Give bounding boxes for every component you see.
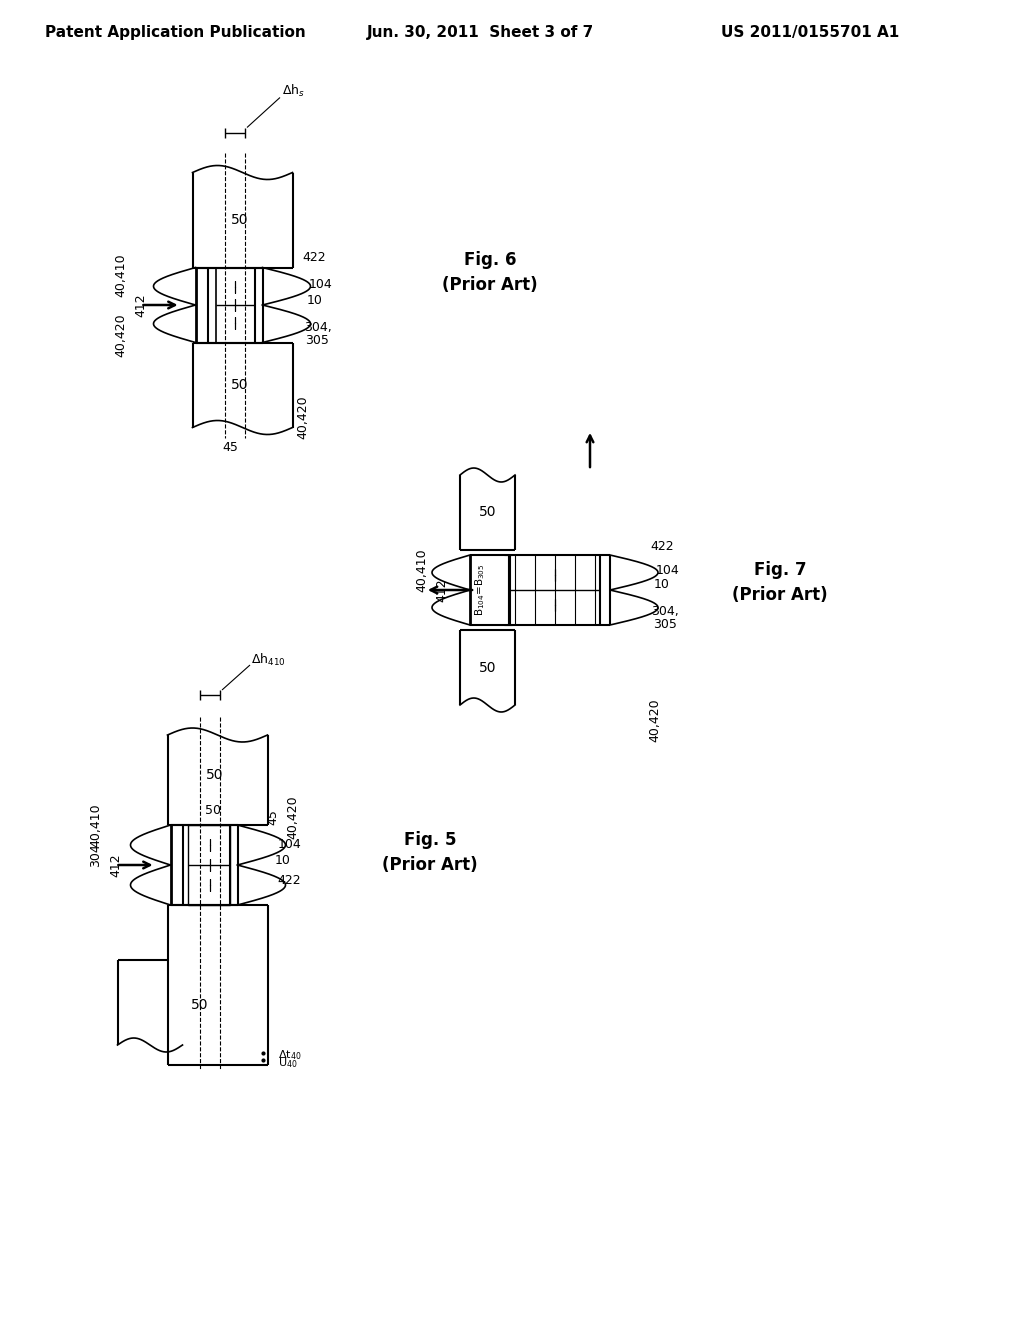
Text: Fig. 5: Fig. 5 [403,832,457,849]
Text: 50: 50 [191,998,209,1012]
Bar [187,825,229,906]
Text: 40,410: 40,410 [89,803,102,847]
Text: 50: 50 [479,506,497,520]
Text: (Prior Art): (Prior Art) [732,586,827,605]
Text: 10: 10 [274,854,291,866]
Text: 45: 45 [266,809,279,825]
Text: 50: 50 [231,213,249,227]
Text: 422: 422 [278,874,301,887]
Text: $\Delta$h$_s$: $\Delta$h$_s$ [282,82,304,99]
Text: 104: 104 [656,564,680,577]
Text: 40,410: 40,410 [416,548,428,591]
Text: 412: 412 [435,578,449,602]
Text: 45: 45 [222,441,238,454]
Text: 10: 10 [654,578,670,591]
Text: US 2011/0155701 A1: US 2011/0155701 A1 [721,25,899,40]
Text: Fig. 6: Fig. 6 [464,251,516,269]
Text: 10: 10 [306,293,323,306]
Text: 40,420: 40,420 [114,313,127,356]
Text: 304,: 304, [304,321,332,334]
Text: 104: 104 [278,838,301,851]
Text: 305: 305 [653,619,677,631]
Text: 305: 305 [305,334,330,346]
Text: 422: 422 [303,251,327,264]
Text: 40,420: 40,420 [296,396,309,440]
Text: 50: 50 [231,378,249,392]
Text: Fig. 7: Fig. 7 [754,561,806,579]
Text: Jun. 30, 2011  Sheet 3 of 7: Jun. 30, 2011 Sheet 3 of 7 [367,25,594,40]
Text: U$_{40}$: U$_{40}$ [278,1056,297,1071]
Text: B$_{104}$=B$_{305}$: B$_{104}$=B$_{305}$ [473,564,486,616]
Text: (Prior Art): (Prior Art) [382,855,478,874]
Text: $\Delta$h$_{410}$: $\Delta$h$_{410}$ [251,652,286,668]
Text: 40,410: 40,410 [114,253,127,297]
Text: 40,420: 40,420 [648,698,662,742]
Text: 40,420: 40,420 [286,795,299,838]
Text: 412: 412 [109,853,122,876]
Text: 50: 50 [205,804,221,817]
Text: Patent Application Publication: Patent Application Publication [45,25,305,40]
Text: 412: 412 [134,293,147,317]
Text: 304,: 304, [651,606,679,619]
Text: 50: 50 [206,768,224,781]
Text: 50: 50 [479,660,497,675]
Text: 104: 104 [308,279,333,292]
Text: (Prior Art): (Prior Art) [442,276,538,294]
Text: 422: 422 [650,540,674,553]
Text: 304: 304 [89,843,102,867]
Bar [215,268,255,342]
Text: $\Delta$t$_{40}$: $\Delta$t$_{40}$ [278,1048,301,1061]
